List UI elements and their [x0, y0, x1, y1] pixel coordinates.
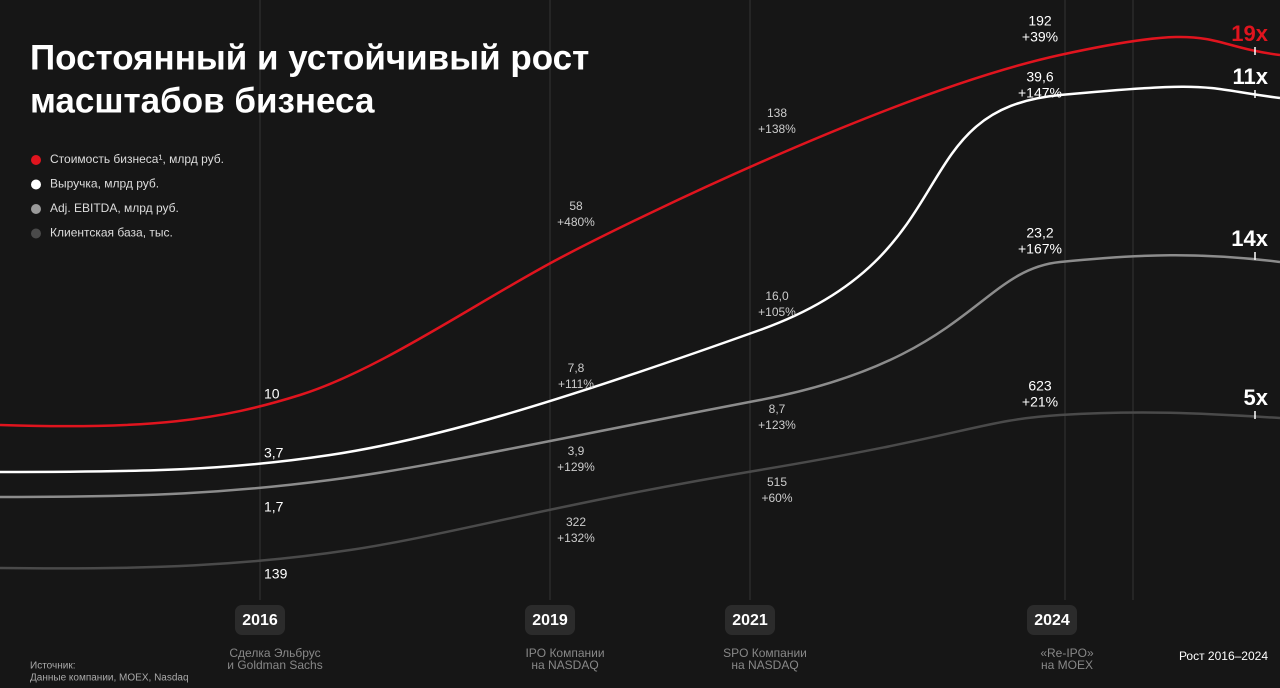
year: 2021 [732, 612, 768, 629]
value-label: 7,8 [568, 361, 585, 375]
year-pill [725, 605, 775, 635]
milestone-caption: SPO Компании [723, 646, 807, 660]
guides [259, 0, 1134, 600]
value-label: 322 [566, 515, 586, 529]
value-label: +129% [557, 460, 595, 474]
value-label: 3,7 [264, 445, 284, 461]
value-label: 16,0 [765, 289, 789, 303]
value-label: +39% [1022, 29, 1058, 45]
legend-dot [31, 155, 41, 165]
source: Данные компании, MOEX, Nasdaq [30, 673, 189, 684]
value-label: 10 [264, 386, 280, 402]
growth-multiplier: 11x [1233, 64, 1269, 89]
milestone-caption: IPO Компании [525, 646, 604, 660]
milestone-caption: на NASDAQ [531, 658, 598, 672]
value-label: +111% [558, 377, 594, 391]
value-label: 8,7 [769, 402, 786, 416]
value-label: 515 [767, 475, 787, 489]
year-pill [1027, 605, 1077, 635]
value-label: +480% [557, 215, 595, 229]
legend-dot [31, 228, 41, 239]
legend-dot [31, 204, 41, 214]
year: 2024 [1034, 612, 1070, 629]
milestone-caption: на MOEX [1041, 658, 1093, 672]
value-label: 1,7 [264, 499, 284, 515]
value-label: +167% [1018, 241, 1062, 257]
legend-dot [31, 179, 41, 190]
year-pill [235, 605, 285, 635]
growth-multiplier: 5x [1244, 385, 1269, 410]
legend-label: Стоимость бизнеса¹, млрд руб. [50, 152, 224, 166]
value-label: 623 [1028, 378, 1052, 394]
value-label: +60% [761, 491, 792, 505]
value-label: 23,2 [1026, 225, 1053, 241]
milestone-caption: «Re-IPO» [1040, 646, 1094, 660]
value-label: +105% [758, 305, 796, 319]
legend-label: Adj. EBITDA, млрд руб. [50, 201, 179, 215]
growth-multiplier: 19x [1231, 21, 1268, 46]
curves [0, 35, 1280, 570]
title: масштабов бизнеса [30, 81, 375, 120]
growth-multiplier: 14x [1231, 226, 1268, 251]
value-label: +123% [758, 418, 796, 432]
value-label: +138% [758, 122, 796, 136]
value-label: +147% [1018, 85, 1062, 101]
title: Постоянный и устойчивый рост [30, 38, 589, 77]
value-label: 58 [569, 199, 583, 213]
value-label: 138 [767, 106, 787, 120]
year: 2019 [532, 612, 568, 629]
milestone-caption: Сделка Эльбрус [229, 646, 320, 660]
legend-label: Выручка, млрд руб. [50, 177, 159, 191]
value-label: +21% [1022, 394, 1058, 410]
milestone-caption: на NASDAQ [731, 658, 798, 672]
legend-label: Клиентская база, тыс. [50, 226, 173, 240]
value-label: 39,6 [1026, 69, 1053, 85]
value-label: 139 [264, 566, 288, 582]
milestone-caption: и Goldman Sachs [227, 658, 322, 672]
value-label: 192 [1028, 13, 1052, 29]
value-label: +132% [557, 531, 595, 545]
year-pill [525, 605, 575, 635]
growth-title: Рост 2016–2024 [1179, 649, 1268, 663]
source: Источник: [30, 661, 75, 672]
year: 2016 [242, 612, 278, 629]
value-label: 3,9 [568, 444, 585, 458]
